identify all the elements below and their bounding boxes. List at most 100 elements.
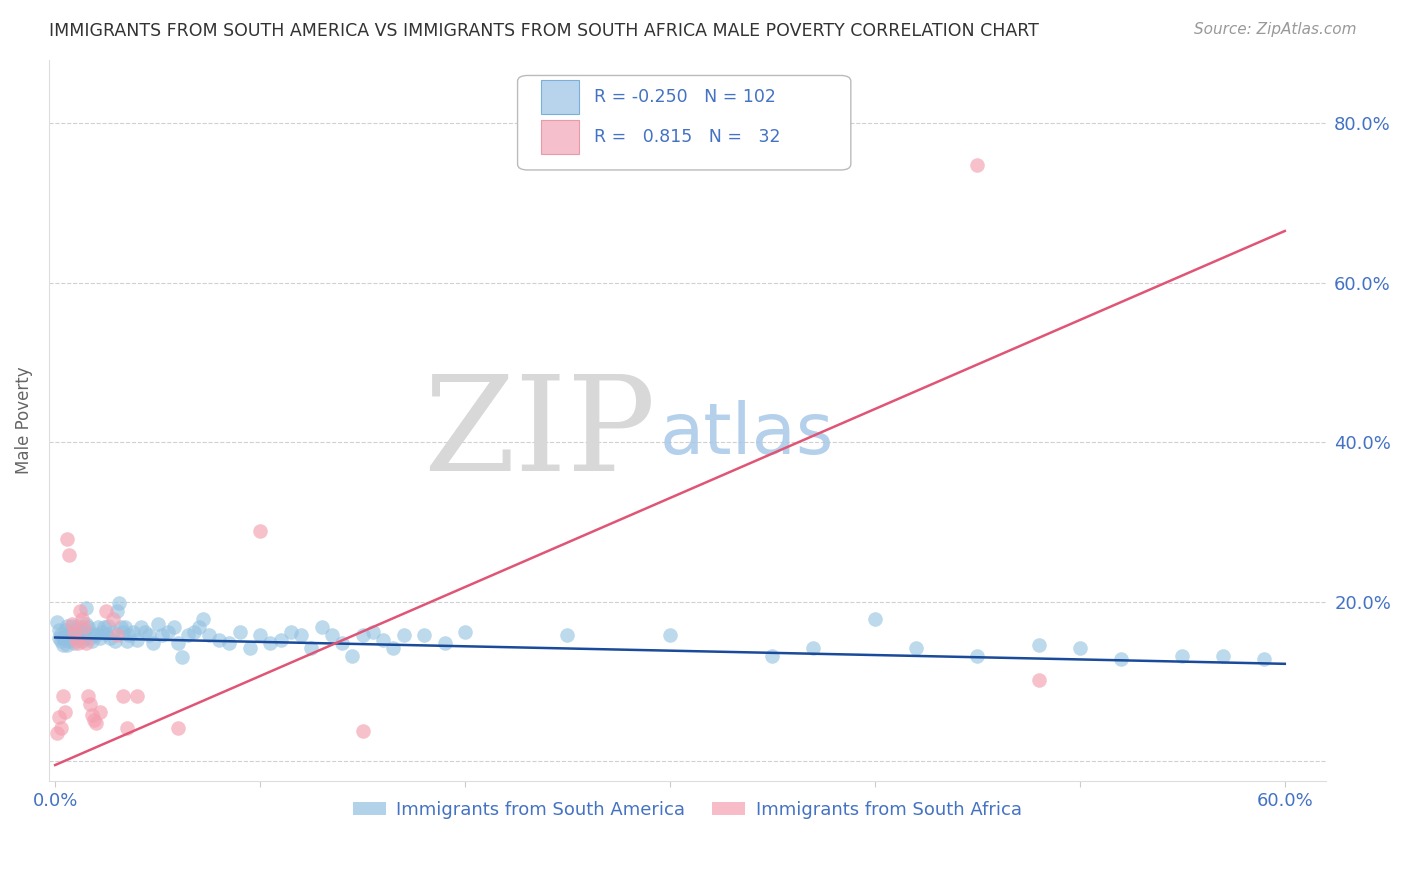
- Point: [65, 623, 87, 637]
- Point: [73, 631, 96, 645]
- Point: [66, 628, 89, 642]
- Point: [60, 618, 83, 632]
- Point: [146, 617, 169, 632]
- Point: [659, 628, 682, 642]
- Point: [53, 705, 76, 719]
- Point: [48, 631, 70, 645]
- Point: [342, 648, 364, 663]
- Point: [904, 640, 927, 655]
- Point: [382, 640, 405, 655]
- Point: [966, 648, 988, 663]
- Point: [84, 715, 107, 730]
- Point: [142, 636, 165, 650]
- Text: R = -0.250   N = 102: R = -0.250 N = 102: [595, 88, 776, 106]
- Point: [352, 723, 374, 738]
- Point: [249, 628, 271, 642]
- FancyBboxPatch shape: [540, 120, 579, 154]
- Point: [352, 628, 374, 642]
- Point: [69, 604, 91, 618]
- Point: [183, 624, 205, 639]
- Point: [93, 620, 115, 634]
- Point: [56, 639, 79, 653]
- Point: [79, 631, 101, 645]
- Point: [114, 620, 136, 634]
- Text: atlas: atlas: [659, 401, 834, 469]
- Point: [218, 636, 240, 650]
- Point: [111, 624, 134, 639]
- Point: [371, 632, 394, 647]
- Point: [62, 626, 84, 640]
- Point: [129, 620, 152, 634]
- Point: [1171, 648, 1194, 663]
- Point: [122, 624, 145, 639]
- Point: [1253, 652, 1275, 666]
- Text: IMMIGRANTS FROM SOUTH AMERICA VS IMMIGRANTS FROM SOUTH AFRICA MALE POVERTY CORRE: IMMIGRANTS FROM SOUTH AMERICA VS IMMIGRA…: [49, 22, 1039, 40]
- Point: [118, 628, 141, 642]
- Point: [51, 721, 73, 735]
- Point: [52, 631, 75, 645]
- Point: [80, 634, 103, 648]
- Point: [198, 628, 221, 642]
- Point: [177, 628, 200, 642]
- Point: [101, 612, 124, 626]
- Point: [66, 636, 89, 650]
- Point: [249, 524, 271, 539]
- Legend: Immigrants from South America, Immigrants from South Africa: Immigrants from South America, Immigrant…: [346, 794, 1029, 826]
- Point: [62, 624, 84, 639]
- Point: [80, 707, 103, 722]
- Point: [311, 620, 333, 634]
- Point: [89, 705, 111, 719]
- FancyBboxPatch shape: [517, 76, 851, 170]
- Point: [101, 624, 124, 639]
- Text: ZIP: ZIP: [423, 370, 655, 500]
- Point: [330, 636, 353, 650]
- Point: [134, 624, 156, 639]
- Point: [60, 617, 83, 632]
- Point: [110, 620, 132, 634]
- Point: [280, 624, 302, 639]
- Point: [100, 631, 122, 645]
- Point: [52, 639, 75, 653]
- Point: [966, 158, 988, 172]
- Point: [150, 628, 173, 642]
- Point: [46, 726, 69, 740]
- Point: [1028, 639, 1050, 653]
- Point: [51, 634, 73, 648]
- Point: [77, 689, 100, 703]
- Point: [290, 628, 312, 642]
- Point: [239, 640, 262, 655]
- Point: [1109, 652, 1132, 666]
- Point: [97, 618, 120, 632]
- Point: [79, 697, 101, 711]
- Point: [58, 634, 80, 648]
- Point: [1212, 648, 1234, 663]
- Point: [115, 634, 138, 648]
- Point: [107, 596, 129, 610]
- Point: [1069, 640, 1091, 655]
- Point: [83, 626, 105, 640]
- Point: [58, 626, 80, 640]
- Point: [89, 631, 111, 645]
- Point: [75, 617, 97, 632]
- Point: [321, 628, 343, 642]
- Point: [111, 689, 134, 703]
- FancyBboxPatch shape: [540, 79, 579, 114]
- Point: [70, 634, 93, 648]
- Point: [413, 628, 436, 642]
- Point: [208, 632, 231, 647]
- Point: [156, 624, 179, 639]
- Y-axis label: Male Poverty: Male Poverty: [15, 367, 32, 475]
- Point: [270, 632, 292, 647]
- Point: [187, 620, 209, 634]
- Point: [863, 612, 886, 626]
- Point: [60, 631, 83, 645]
- Point: [65, 632, 87, 647]
- Point: [53, 623, 76, 637]
- Point: [172, 650, 194, 665]
- Point: [83, 713, 105, 727]
- Point: [87, 620, 110, 634]
- Point: [557, 628, 579, 642]
- Point: [105, 628, 128, 642]
- Point: [163, 620, 186, 634]
- Point: [48, 623, 70, 637]
